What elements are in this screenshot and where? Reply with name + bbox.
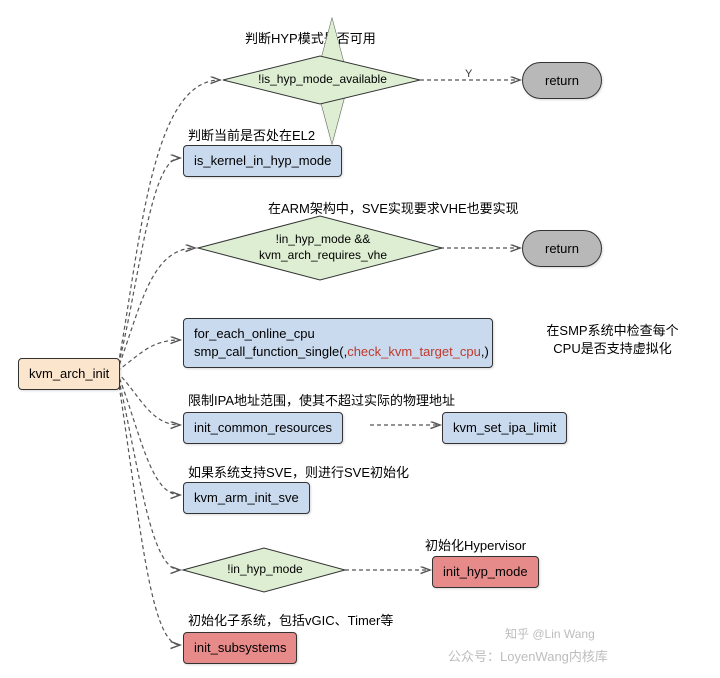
sc1: 在SMP系统中检查每个 — [546, 323, 678, 338]
return-1: return — [522, 62, 602, 99]
b8-label: init_subsystems — [194, 640, 286, 655]
box2-label: is_kernel_in_hyp_mode — [194, 153, 331, 168]
caption-el2: 判断当前是否处在EL2 — [188, 125, 315, 144]
caption-sve-init: 如果系统支持SVE，则进行SVE初始化 — [188, 462, 409, 481]
d3-line1: !in_hyp_mode && — [276, 232, 371, 246]
b6-label: kvm_arm_init_sve — [194, 490, 299, 505]
d3-line2: kvm_arch_requires_vhe — [259, 248, 387, 262]
diamond7-label: !in_hyp_mode — [210, 562, 320, 578]
return-3: return — [522, 230, 602, 267]
box-kernel-hyp: is_kernel_in_hyp_mode — [183, 145, 342, 177]
box-arm-init-sve: kvm_arm_init_sve — [183, 482, 310, 514]
b4-line1: for_each_online_cpu — [194, 326, 315, 341]
side-caption-smp: 在SMP系统中检查每个 CPU是否支持虚拟化 — [530, 322, 695, 358]
box-for-each-cpu: for_each_online_cpu smp_call_function_si… — [183, 318, 493, 368]
caption-subsystems: 初始化子系统，包括vGIC、Timer等 — [188, 610, 393, 629]
root-node: kvm_arch_init — [18, 358, 120, 390]
sc2: CPU是否支持虚拟化 — [553, 341, 671, 356]
root-label: kvm_arch_init — [29, 366, 109, 381]
caption-ipa: 限制IPA地址范围，使其不超过实际的物理地址 — [188, 390, 455, 409]
box-set-ipa: kvm_set_ipa_limit — [442, 412, 567, 444]
box-init-common: init_common_resources — [183, 412, 343, 444]
edge-label-y1: Y — [465, 68, 472, 80]
box-init-hyp-mode: init_hyp_mode — [432, 556, 539, 588]
caption-hypervisor: 初始化Hypervisor — [425, 535, 526, 554]
box-init-subsystems: init_subsystems — [183, 632, 297, 664]
b5-target: kvm_set_ipa_limit — [453, 420, 556, 435]
b4-line2-red: check_kvm_target_cpu — [347, 344, 481, 359]
caption-sve-vhe: 在ARM架构中，SVE实现要求VHE也要实现 — [268, 198, 519, 217]
b7-target: init_hyp_mode — [443, 564, 528, 579]
watermark-wechat: 公众号：LoyenWang内核库 — [448, 646, 608, 665]
b5-label: init_common_resources — [194, 420, 332, 435]
return1-label: return — [545, 73, 579, 88]
return3-label: return — [545, 241, 579, 256]
diamond1-label: !is_hyp_mode_available — [240, 72, 405, 88]
caption-hyp-available: 判断HYP模式是否可用 — [245, 28, 376, 47]
diamond3-label: !in_hyp_mode && kvm_arch_requires_vhe — [238, 232, 408, 263]
watermark-zhihu: 知乎 @Lin Wang — [505, 625, 595, 642]
b4-line2-pre: smp_call_function_single(, — [194, 344, 347, 359]
b4-line2-post: ,) — [481, 344, 489, 359]
